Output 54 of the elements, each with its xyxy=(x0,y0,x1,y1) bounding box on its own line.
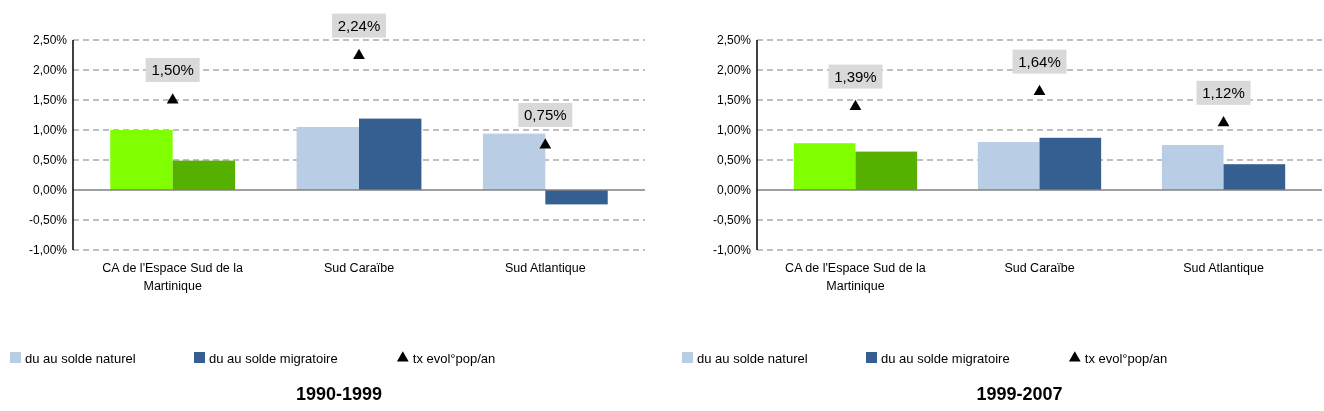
y-tick-label: 1,00% xyxy=(32,123,68,138)
y-tick-label: -1,00% xyxy=(712,243,752,258)
point xyxy=(849,99,862,110)
x-tick-label: Sud Atlantique xyxy=(1183,261,1264,275)
x-tick-label: Sud Atlantique xyxy=(505,261,586,275)
x-tick-label: Sud Caraïbe xyxy=(323,261,395,275)
y-tick-label: 1,00% xyxy=(716,123,752,138)
bar xyxy=(172,160,236,190)
bar xyxy=(545,190,608,205)
legend-label: tx evol°pop/an xyxy=(1084,350,1168,366)
x-tick-label: Sud Caraïbe xyxy=(1004,261,1075,275)
y-tick-label: -0,50% xyxy=(28,213,68,228)
bar xyxy=(296,127,359,190)
legend-label: du au solde migratoire xyxy=(881,350,1010,366)
y-tick-label: 2,50% xyxy=(32,33,68,48)
y-tick-label: 2,50% xyxy=(716,33,752,48)
bar xyxy=(482,133,546,190)
legend-label: du au solde migratoire xyxy=(209,350,338,366)
y-tick-label: 0,50% xyxy=(32,153,68,168)
y-tick-label: 2,00% xyxy=(716,63,752,78)
data-label: 1,50% xyxy=(151,61,194,79)
y-tick-label: 2,00% xyxy=(32,63,68,78)
y-tick-label: 1,50% xyxy=(716,93,752,108)
data-label: 2,24% xyxy=(337,16,381,34)
bar xyxy=(1039,137,1102,190)
legend-label: du au solde naturel xyxy=(25,350,136,366)
point xyxy=(539,138,552,149)
point xyxy=(353,48,365,59)
y-tick-label: -0,50% xyxy=(712,213,752,228)
point xyxy=(166,93,179,104)
bar xyxy=(793,143,856,190)
bar xyxy=(1223,164,1286,190)
y-tick-label: 1,50% xyxy=(32,93,68,108)
text: 1990-1999 xyxy=(295,384,383,404)
legend-label: tx evol°pop/an xyxy=(412,350,496,366)
bar xyxy=(977,142,1040,190)
y-tick-label: 0,50% xyxy=(716,153,752,168)
y-tick-label: 0,00% xyxy=(716,183,752,198)
text: 1999-2007 xyxy=(976,384,1063,404)
point xyxy=(1033,84,1046,95)
y-tick-label: -1,00% xyxy=(28,243,68,258)
data-label: 1,39% xyxy=(834,67,877,85)
data-label: 1,12% xyxy=(1202,84,1245,102)
x-tick-label: CA de l'Espace Sud de la Martinique xyxy=(785,261,926,293)
bar xyxy=(110,130,173,190)
point xyxy=(1217,116,1230,127)
data-label: 0,75% xyxy=(524,106,567,124)
bar xyxy=(855,151,918,190)
y-tick-label: 0,00% xyxy=(32,183,68,198)
legend-label: du au solde naturel xyxy=(697,350,808,366)
x-tick-label: CA de l'Espace Sud de la Martinique xyxy=(102,261,244,293)
bar xyxy=(359,118,422,190)
bar xyxy=(1161,145,1224,190)
data-label: 1,64% xyxy=(1018,52,1061,70)
